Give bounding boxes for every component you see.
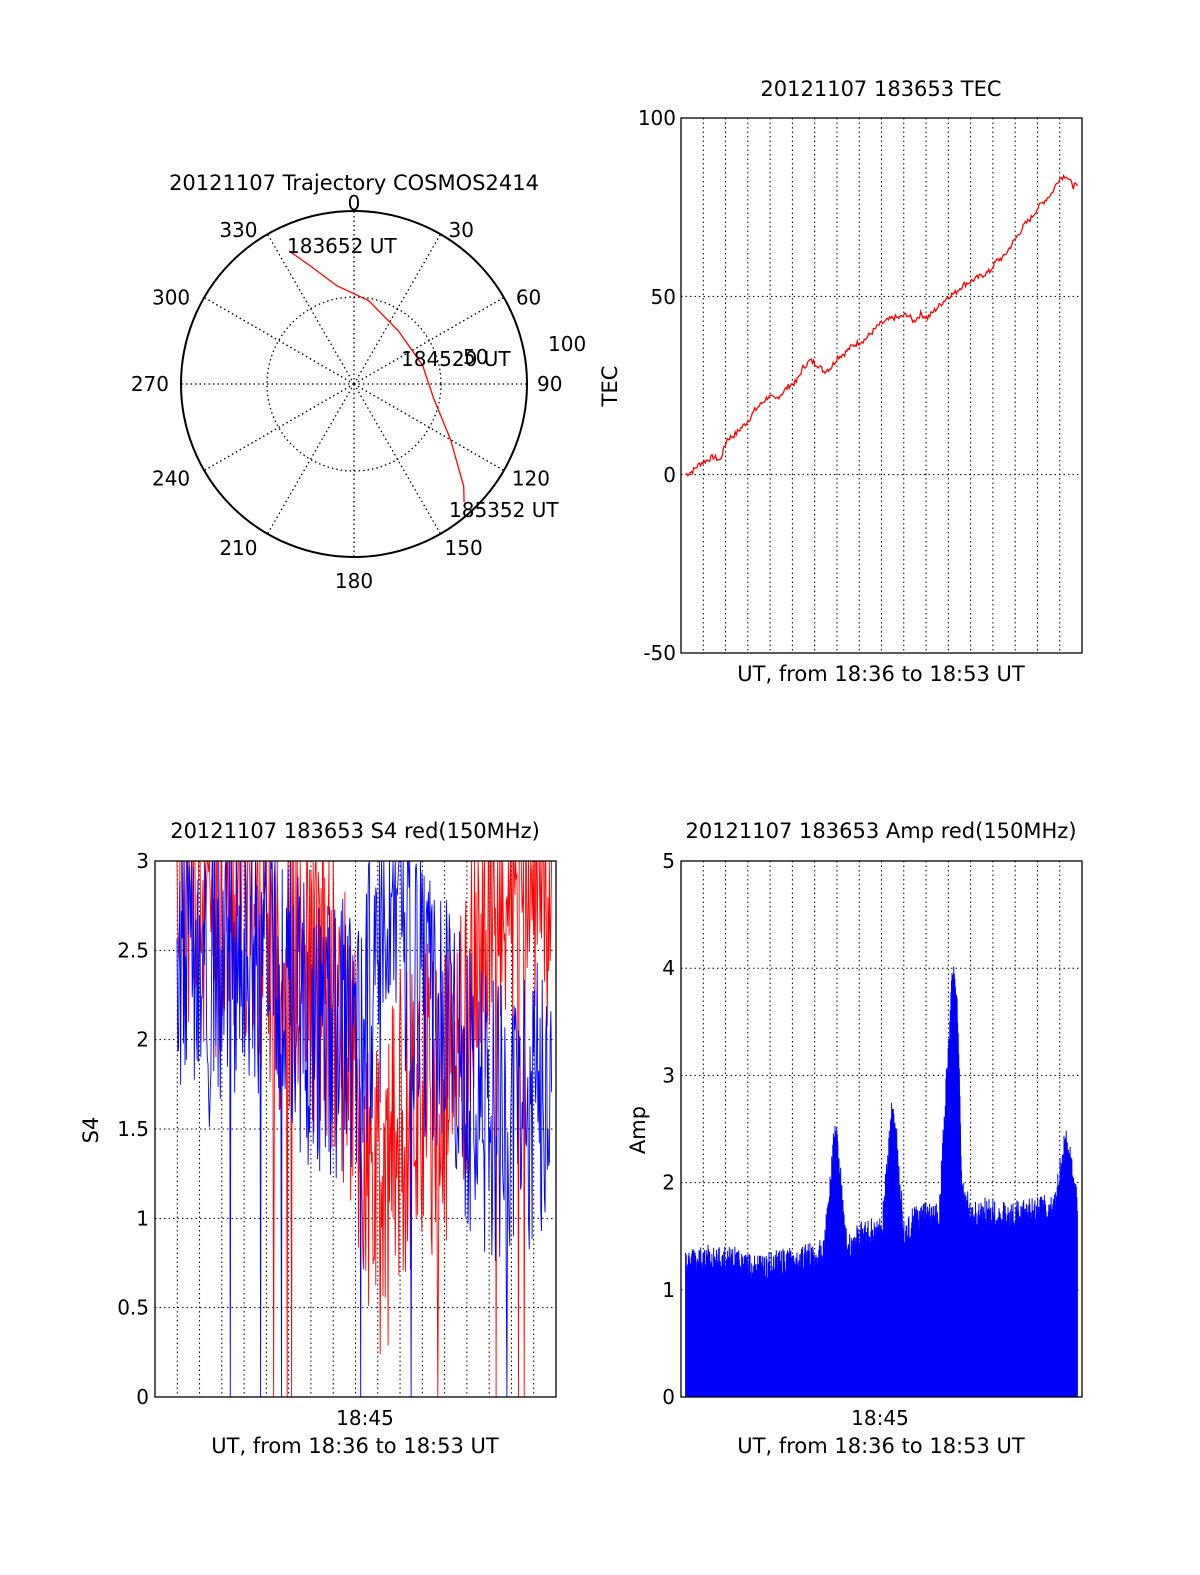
s4-xtick-1845: 18:45 [336,1406,394,1430]
trajectory-chart: 20121107 Trajectory COSMOS2414 0 30 60 90 12… [131,171,586,593]
azimuth-label-240: 240 [152,467,190,491]
trajectory-path [288,250,465,503]
amp-ytick: 1 [662,1278,675,1302]
tec-ytick-0: 0 [663,463,676,487]
azimuth-label-60: 60 [516,286,541,310]
s4-ytick: 2.5 [117,938,149,962]
amp-xlabel: UT, from 18:36 to 18:53 UT [737,1434,1025,1458]
trajectory-title: 20121107 Trajectory COSMOS2414 [169,171,539,195]
azimuth-label-120: 120 [512,467,550,491]
s4-series-blue-line [176,860,553,1398]
azimuth-label-90: 90 [537,372,562,396]
trajectory-start-label: 183652 UT [287,234,397,258]
azimuth-label-270: 270 [131,372,169,396]
trajectory-azimuth-labels: 0 30 60 90 120 150 180 210 240 270 300 330 [131,191,563,593]
amp-ytick: 4 [662,956,675,980]
amp-ylabel: Amp [626,1106,650,1154]
azimuth-label-330: 330 [219,218,257,242]
tec-title: 20121107 183653 TEC [760,77,1001,101]
amp-chart: 20121107 183653 Amp red(150MHz) 5 4 3 2 1 0 1… [626,819,1083,1458]
amp-series-area [685,966,1078,1398]
tec-xlabel: UT, from 18:36 to 18:53 UT [737,662,1025,686]
amp-ytick: 3 [662,1063,675,1087]
amp-ytick: 2 [662,1171,675,1195]
s4-ytick: 1 [136,1206,149,1230]
tec-series-line [685,173,1078,477]
amp-ytick: 0 [662,1385,675,1409]
s4-ytick: 1.5 [117,1117,149,1141]
s4-chart: 20121107 183653 S4 red(150MHz) 3 2.5 2 1.5 1… [79,819,557,1458]
trajectory-spoke [266,233,355,385]
radial-label-100: 100 [548,332,586,356]
azimuth-label-210: 210 [219,536,257,560]
amp-yticks: 5 4 3 2 1 0 [662,849,675,1409]
trajectory-spoke [203,383,355,472]
s4-ytick: 3 [136,849,149,873]
s4-xlabel: UT, from 18:36 to 18:53 UT [211,1434,499,1458]
trajectory-horizon-circle [180,210,528,558]
s4-yticks: 3 2.5 2 1.5 1 0.5 0 [117,849,149,1409]
azimuth-label-300: 300 [152,286,190,310]
radial-label-50: 50 [463,345,488,369]
amp-ytick: 5 [662,849,675,873]
azimuth-label-150: 150 [445,536,483,560]
trajectory-spoke [203,296,355,385]
s4-plot-frame [154,860,557,1398]
azimuth-label-180: 180 [335,569,373,593]
amp-xtick-1845: 18:45 [851,1406,909,1430]
s4-ytick: 2 [136,1028,149,1052]
s4-ytick: 0 [136,1385,149,1409]
tec-grid [681,118,1082,653]
tec-plot-frame [680,117,1083,654]
trajectory-mid-label: 184520 UT [401,347,511,371]
tec-chart: 20121107 183653 TEC 100 50 0 -50 TEC UT,… [598,77,1083,686]
tec-ytick-neg50: -50 [643,641,676,665]
trajectory-zenith-50-circle [266,296,442,472]
trajectory-spoke [266,383,355,535]
trajectory-end-label: 185352 UT [449,498,559,522]
s4-ylabel: S4 [79,1117,103,1144]
s4-ytick: 0.5 [117,1296,149,1320]
amp-plot-frame [680,860,1083,1398]
s4-title: 20121107 183653 S4 red(150MHz) [170,819,540,843]
tec-ytick-100: 100 [638,106,676,130]
s4-data [176,860,553,1398]
tec-ylabel: TEC [598,366,622,408]
azimuth-label-0: 0 [348,191,361,215]
amp-title: 20121107 183653 Amp red(150MHz) [685,819,1076,843]
azimuth-label-30: 30 [449,218,474,242]
s4-grid [155,861,556,1397]
tec-ytick-50: 50 [651,285,676,309]
